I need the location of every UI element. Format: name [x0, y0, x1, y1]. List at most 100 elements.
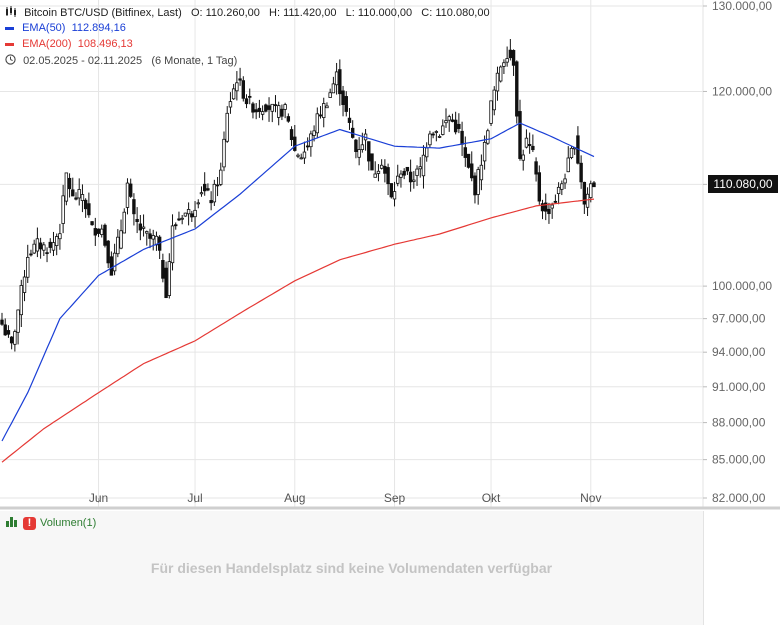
candle-body: [235, 82, 239, 92]
candle-body: [228, 101, 233, 108]
candle-body: [128, 183, 133, 197]
volume-legend[interactable]: ! Volumen(1): [6, 516, 96, 530]
x-tick-label: Jul: [187, 491, 202, 505]
candle-body: [537, 172, 542, 202]
ema50-legend[interactable]: EMA(50) 112.894,16: [5, 22, 126, 34]
candle-body: [161, 260, 165, 279]
candle-body: [592, 182, 596, 188]
candle-body: [267, 105, 271, 110]
candle-body: [466, 153, 471, 168]
range-legend: 02.05.2025 - 02.11.2025 (6 Monate, 1 Tag…: [5, 54, 237, 68]
candle-body: [51, 242, 56, 251]
candle-body: [26, 256, 30, 278]
candle-body: [421, 154, 426, 177]
candle-body: [482, 141, 487, 162]
candle-body: [35, 238, 40, 252]
candle-body: [170, 225, 175, 264]
candle-body: [560, 183, 564, 190]
candle-body: [312, 130, 316, 136]
candle-body: [138, 223, 143, 231]
ema200-legend[interactable]: EMA(200) 108.496,13: [5, 38, 133, 50]
candle-body: [540, 203, 545, 212]
price-chart[interactable]: 82.000,00 85.000,00 88.000,00 91.000,00 94.0…: [0, 0, 780, 511]
candle-body: [338, 69, 342, 95]
candle-body: [83, 199, 88, 210]
candle-body: [302, 151, 307, 159]
candle-body: [6, 330, 11, 335]
candle-body: [45, 252, 49, 255]
candle-body: [589, 183, 593, 198]
candle-body: [550, 204, 554, 209]
candle-body: [511, 50, 516, 66]
candle-body: [447, 116, 451, 121]
candle-body: [64, 172, 69, 202]
ema200-line: [1, 198, 595, 463]
y-tick-label: 100.000,00: [712, 279, 772, 293]
candle-body: [341, 90, 345, 106]
candle-body: [367, 141, 371, 162]
candle-body: [479, 164, 484, 181]
candle-body: [125, 182, 130, 208]
candle-body: [347, 117, 352, 123]
candle-body: [106, 240, 110, 264]
candle-body: [524, 137, 529, 148]
candle-body: [38, 242, 43, 250]
candle-body: [515, 61, 519, 117]
candle-body: [376, 170, 381, 174]
warning-icon[interactable]: !: [23, 516, 36, 530]
candle-body: [547, 208, 551, 215]
candle-body: [556, 186, 561, 194]
last-price-tag: 110.080,00: [708, 175, 778, 193]
candle-body: [318, 114, 323, 117]
candle-body: [553, 200, 558, 203]
candle-body: [244, 98, 249, 105]
range-note: (6 Monate, 1 Tag): [151, 54, 238, 67]
candle-body: [276, 105, 281, 118]
candle-body: [453, 119, 458, 133]
candle-body: [74, 197, 78, 200]
y-tick-label: 82.000,00: [712, 491, 766, 505]
candle-body: [148, 233, 152, 239]
candle-body: [190, 213, 194, 218]
y-tick-label: 120.000,00: [712, 84, 772, 98]
candle-body: [315, 113, 320, 134]
candle-body: [254, 109, 258, 113]
candle-body: [566, 157, 570, 173]
clock-icon: [5, 54, 16, 68]
y-tick-label: 85.000,00: [712, 453, 766, 467]
candle-body: [428, 133, 432, 146]
candle-body: [260, 111, 265, 115]
candle-body: [531, 145, 535, 151]
x-tick-label: Jun: [89, 491, 108, 505]
candle-body: [87, 203, 91, 216]
y-tick-label: 91.000,00: [712, 380, 766, 394]
candle-body: [502, 62, 506, 67]
candle-body: [328, 92, 332, 98]
candle-body: [93, 228, 98, 236]
volume-panel: [0, 511, 703, 625]
candle-body: [360, 144, 365, 150]
volume-axis-area: [703, 511, 780, 625]
candle-body: [3, 324, 7, 336]
candle-body: [174, 224, 178, 227]
candle-body: [325, 105, 329, 109]
candle-body: [296, 154, 300, 157]
candle-body: [251, 103, 255, 113]
candle-body: [145, 231, 149, 234]
candle-body: [61, 195, 65, 224]
x-axis-labels: Jun Jul Aug Sep Okt Nov: [89, 491, 602, 505]
ohlc-values: O: 110.260,00 H: 111.420,00 L: 110.000,0…: [190, 6, 490, 19]
candle-body: [100, 228, 104, 235]
candle-body: [424, 147, 429, 158]
candle-body: [334, 71, 339, 86]
candle-body: [437, 136, 442, 138]
candle-body: [199, 192, 204, 195]
candle-body: [489, 100, 493, 124]
candle-body: [196, 202, 200, 205]
candle-body: [280, 108, 284, 117]
candle-body: [463, 147, 468, 158]
candle-body: [412, 179, 416, 182]
candle-body: [16, 309, 20, 333]
candle-body: [42, 244, 46, 251]
candle-body: [270, 103, 274, 112]
